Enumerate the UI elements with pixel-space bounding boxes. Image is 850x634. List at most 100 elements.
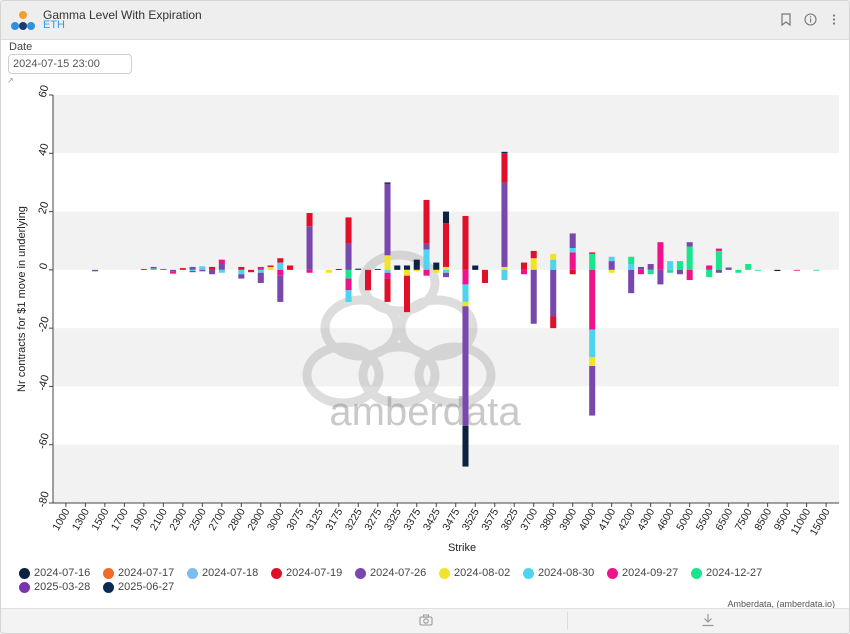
panel-subtitle: ETH	[43, 19, 65, 31]
bar-segment	[589, 252, 596, 254]
bar-segment	[550, 316, 557, 329]
watermark-text: amberdata	[329, 390, 521, 434]
bar-segment	[589, 329, 596, 358]
bar-segment	[423, 249, 430, 270]
bar-segment	[686, 246, 693, 270]
bar-segment	[442, 272, 450, 278]
bar-segment	[345, 269, 352, 279]
legend-item[interactable]: 2024-07-17	[103, 567, 174, 579]
y-tick-label: 20	[37, 200, 52, 215]
watermark-logo-icon	[302, 250, 496, 408]
bar-segment	[676, 269, 683, 275]
legend-label: 2024-07-16	[34, 567, 91, 579]
y-axis-label: Nr contracts for $1 move in underlying	[16, 206, 28, 392]
info-icon[interactable]	[803, 13, 817, 27]
bar-segment	[676, 261, 683, 270]
legend-item[interactable]: 2025-06-27	[103, 581, 174, 593]
bar-segment	[403, 265, 411, 270]
x-axis-label: Strike	[448, 542, 476, 554]
legend-swatch	[607, 567, 618, 579]
legend-swatch	[19, 567, 30, 579]
legend-item[interactable]: 2024-07-26	[355, 567, 426, 579]
bar-segment	[277, 258, 284, 263]
bar-segment	[628, 269, 635, 294]
bar-segment	[238, 269, 245, 275]
x-tick-label: 3425	[421, 506, 443, 532]
bar-segment	[345, 290, 352, 302]
bar-segment	[433, 269, 440, 273]
bar-segment	[637, 266, 644, 270]
legend-item[interactable]: 2024-07-16	[19, 567, 90, 579]
bar-segment	[306, 269, 313, 273]
bar-segment	[725, 267, 732, 270]
bar-segment	[218, 259, 225, 265]
x-tick-label: 1700	[109, 506, 131, 532]
bar-segment	[413, 259, 420, 270]
legend-swatch	[103, 581, 114, 593]
gamma-bar-chart: amberdata 60 40 20 0 -20 -40 -60 -80 Nr contracts…	[16, 84, 839, 554]
bar-segment	[365, 269, 372, 291]
x-tick-label: 4100	[596, 506, 618, 532]
x-tick-label: 3625	[499, 506, 521, 532]
legend-item[interactable]: 2024-07-18	[187, 567, 258, 579]
legend-item[interactable]: 2025-03-28	[19, 581, 90, 593]
bar-segment	[589, 253, 596, 270]
bar-segment	[199, 269, 206, 272]
legend-item[interactable]: 2024-12-27	[691, 567, 762, 579]
bar-segment	[715, 250, 722, 270]
y-tick-label: -20	[36, 315, 52, 333]
bookmark-icon[interactable]	[779, 13, 793, 27]
legend-swatch	[523, 567, 534, 579]
bar-segment	[384, 183, 391, 256]
bar-segment	[530, 258, 537, 270]
bar-segment	[745, 264, 752, 270]
bar-segment	[501, 182, 508, 267]
legend-label: 2024-08-30	[538, 567, 595, 579]
x-tick-label: 15000	[808, 506, 833, 537]
x-tick-label: 3175	[323, 506, 345, 532]
bar-segment	[481, 269, 489, 283]
bar-segment	[287, 265, 294, 270]
x-tick-label: 3575	[479, 506, 501, 532]
date-input[interactable]: 2024-07-15 23:00	[8, 54, 132, 74]
bar-segment	[628, 256, 635, 265]
bar-segment	[257, 272, 264, 283]
legend-item[interactable]: 2024-08-02	[439, 567, 510, 579]
legend-item[interactable]: 2024-08-30	[523, 567, 594, 579]
legend-swatch	[19, 581, 30, 593]
bar-segment	[248, 269, 255, 273]
legend-label: 2025-03-28	[34, 581, 91, 593]
bar-segment	[462, 425, 469, 467]
more-options-icon[interactable]	[827, 13, 841, 27]
bar-segment	[423, 243, 430, 250]
x-tick-label: 3375	[401, 506, 423, 532]
legend-label: 2024-07-17	[118, 567, 175, 579]
legend-swatch	[187, 567, 198, 579]
x-tick-label: 2500	[187, 506, 209, 532]
bar-segment	[530, 269, 537, 324]
resize-handle-icon[interactable]: ↗	[7, 76, 14, 85]
bar-segment	[501, 151, 508, 154]
plot-band	[53, 444, 839, 503]
bar-segment	[569, 233, 576, 248]
bar-segment	[550, 269, 557, 317]
x-tick-label: 6500	[713, 506, 735, 532]
bar-segment	[520, 262, 527, 270]
x-tick-label: 4300	[635, 506, 657, 532]
bar-segment	[686, 242, 693, 247]
bar-segment	[569, 248, 576, 253]
x-tick-label: 3325	[382, 506, 404, 532]
bar-segment	[140, 268, 147, 270]
bar-segment	[501, 266, 508, 270]
bar-segment	[189, 266, 196, 270]
legend-swatch	[271, 567, 282, 579]
x-tick-label: 2700	[206, 506, 228, 532]
legend-item[interactable]: 2024-09-27	[607, 567, 678, 579]
camera-icon[interactable]	[419, 614, 433, 629]
download-icon[interactable]	[701, 613, 715, 630]
legend-item[interactable]: 2024-07-19	[271, 567, 342, 579]
x-tick-label: 3075	[284, 506, 306, 532]
bar-segment	[706, 269, 713, 278]
bar-segment	[647, 264, 654, 270]
